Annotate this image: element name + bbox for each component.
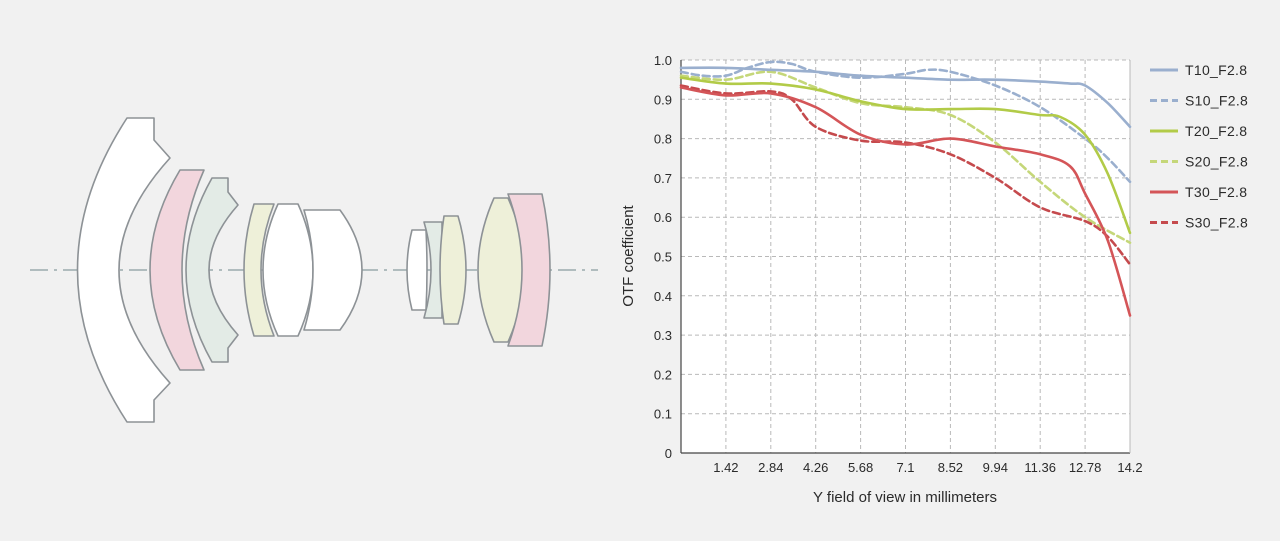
y-tick-label: 1.0 — [654, 53, 672, 68]
x-tick-label: 4.26 — [803, 460, 828, 475]
lens-element-2 — [149, 169, 205, 371]
y-tick-label: 0.1 — [654, 407, 672, 422]
series-lines — [679, 60, 1132, 317]
x-tick-label: 14.2 — [1117, 460, 1142, 475]
y-tick-label: 0.8 — [654, 132, 672, 147]
x-tick-label: 7.1 — [896, 460, 914, 475]
legend-label: S10_F2.8 — [1185, 93, 1248, 109]
legend-label: S30_F2.8 — [1185, 215, 1248, 231]
y-tick-label: 0.4 — [654, 289, 672, 304]
x-tick-label: 2.84 — [758, 460, 783, 475]
series-line-s20-f2-8 — [679, 70, 1132, 244]
lens-element-11 — [507, 193, 551, 347]
legend-label: S20_F2.8 — [1185, 154, 1248, 170]
lens-element-6 — [303, 209, 363, 331]
y-axis-title: OTF coefficient — [620, 204, 637, 306]
legend-label: T20_F2.8 — [1185, 123, 1247, 139]
lens-element-7 — [406, 229, 428, 311]
lens-element-3 — [185, 177, 239, 363]
series-line-t10-f2-8 — [679, 66, 1132, 129]
y-tick-label: 0.3 — [654, 328, 672, 343]
y-tick-label: 0.2 — [654, 367, 672, 382]
grid-lines — [681, 59, 1130, 453]
x-tick-label: 11.36 — [1024, 460, 1056, 475]
y-tick-label: 0.6 — [654, 210, 672, 225]
lens-element-5 — [262, 203, 314, 337]
x-tick-labels: 1.42 2.84 4.26 5.68 7.1 8.52 9.94 11.36 12.78 14.… — [713, 460, 1142, 475]
x-tick-label: 9.94 — [983, 460, 1008, 475]
y-tick-label: 0.7 — [654, 171, 672, 186]
y-tick-label: 0 — [665, 446, 672, 461]
lens-diagram — [30, 117, 598, 423]
legend-label: T10_F2.8 — [1185, 62, 1247, 78]
series-line-t30-f2-8 — [679, 86, 1132, 317]
series-line-s30-f2-8 — [679, 84, 1132, 266]
series-line-t20-f2-8 — [679, 76, 1132, 235]
x-tick-label: 8.52 — [938, 460, 963, 475]
x-tick-label: 12.78 — [1069, 460, 1102, 475]
x-tick-label: 5.68 — [848, 460, 873, 475]
x-tick-label: 1.42 — [713, 460, 738, 475]
lens-element-8 — [423, 221, 443, 319]
legend-label: T30_F2.8 — [1185, 184, 1247, 200]
x-axis-title: Y field of view in millimeters — [813, 489, 997, 506]
y-tick-label: 0.5 — [654, 250, 672, 265]
lens-element-1 — [76, 117, 171, 423]
y-tick-labels: 0 0.1 0.2 0.3 0.4 0.5 0.6 0.7 0.8 0.9 1.0 — [654, 53, 672, 461]
lens-element-9 — [439, 215, 467, 325]
lens-element-4 — [243, 203, 275, 337]
legend: T10_F2.8 S10_F2.8 T20_F2.8 S20_F2.8 T30_F2.8… — [1150, 62, 1248, 231]
y-tick-label: 0.9 — [654, 92, 672, 107]
